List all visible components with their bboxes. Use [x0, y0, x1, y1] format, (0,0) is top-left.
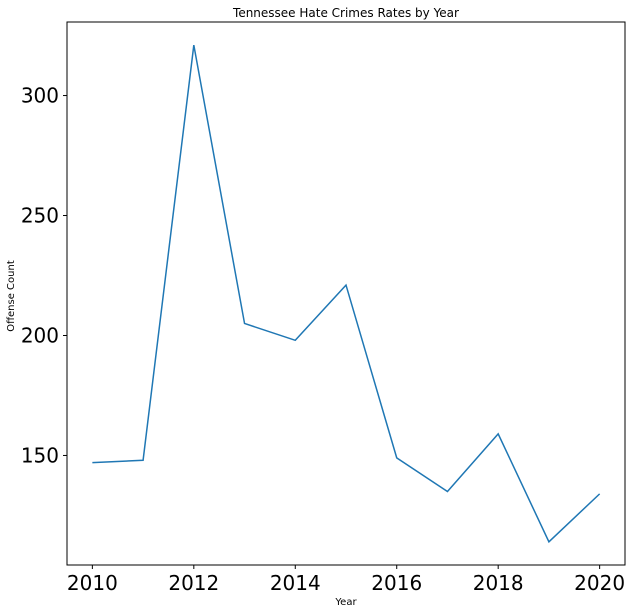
x-tick-label: 2020 [574, 571, 625, 595]
x-tick-label: 2016 [371, 571, 422, 595]
x-tick-label: 2018 [473, 571, 524, 595]
x-axis: 2010 2012 2014 2016 2018 2020 [67, 565, 625, 595]
y-tick-label: 200 [21, 323, 59, 347]
x-axis-label: Year [334, 597, 357, 608]
x-tick-label: 2014 [270, 571, 321, 595]
y-tick-label: 300 [21, 84, 59, 108]
series-line [92, 45, 601, 544]
x-tick-label: 2010 [67, 571, 118, 595]
y-axis: 150 200 250 300 [21, 84, 67, 467]
y-tick-label: 250 [21, 204, 59, 228]
chart-title: Tennessee Hate Crimes Rates by Year [232, 6, 459, 20]
x-tick-label: 2012 [168, 571, 219, 595]
y-axis-label: Offense Count [6, 260, 17, 332]
plot-area [66, 21, 626, 566]
y-tick-label: 150 [21, 443, 59, 467]
